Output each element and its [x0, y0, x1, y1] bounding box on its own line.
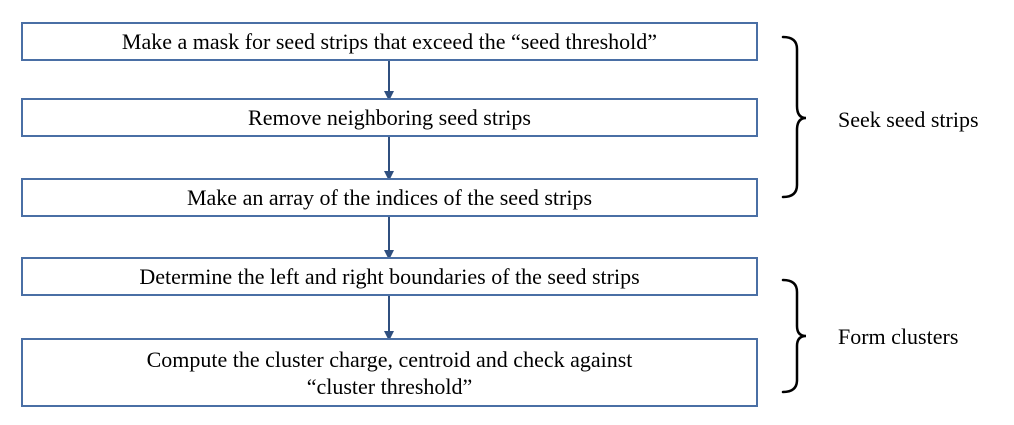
step-text: Make an array of the indices of the seed…	[186, 185, 593, 210]
step-box-boundaries: Determine the left and right boundaries …	[21, 257, 758, 296]
bracket-seek-seed-strips	[781, 35, 807, 199]
step-box-index-array: Make an array of the indices of the seed…	[21, 178, 758, 217]
step-box-make-mask: Make a mask for seed strips that exceed …	[21, 22, 758, 61]
group-label-form-clusters: Form clusters	[838, 324, 959, 349]
step-text-line-1: Compute the cluster charge, centroid and…	[146, 346, 633, 372]
step-text: Remove neighboring seed strips	[248, 105, 531, 130]
step-box-remove-neighbors: Remove neighboring seed strips	[21, 98, 758, 137]
step-text: Determine the left and right boundaries …	[139, 264, 640, 289]
bracket-form-clusters	[781, 278, 807, 394]
step-text-line-2: “cluster threshold”	[306, 373, 473, 399]
step-text: Make a mask for seed strips that exceed …	[121, 29, 658, 54]
step-box-compute-cluster: Compute the cluster charge, centroid and…	[21, 338, 758, 407]
group-label-seek-seed-strips: Seek seed strips	[838, 107, 979, 132]
